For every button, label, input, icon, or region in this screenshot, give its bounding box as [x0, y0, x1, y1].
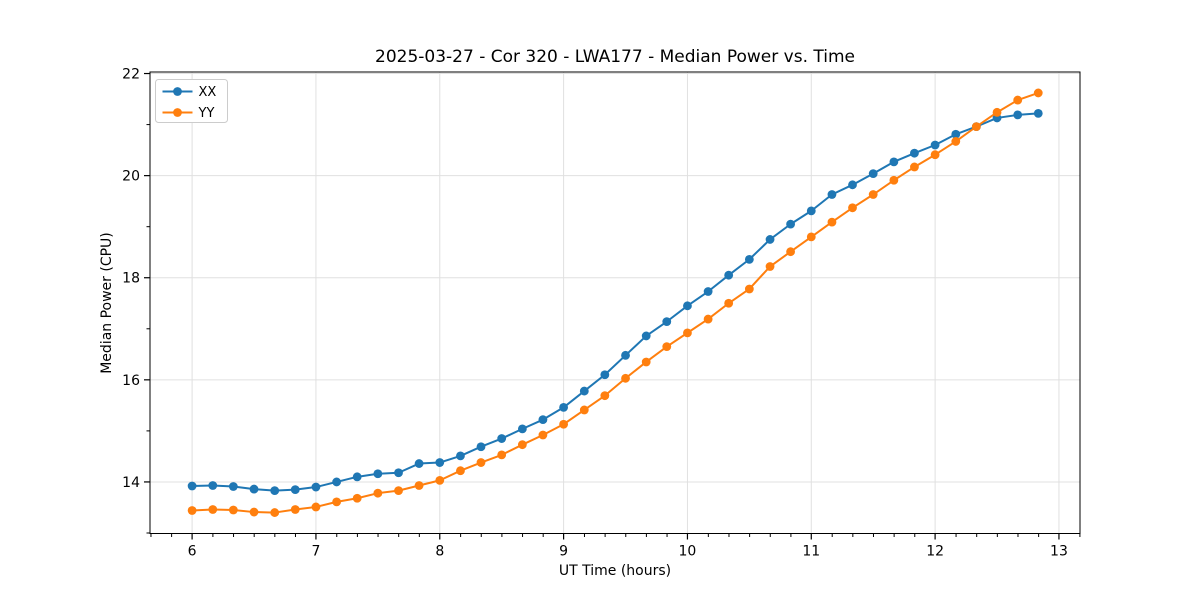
x-tick-label: 8 — [435, 544, 444, 560]
chart-title: 2025-03-27 - Cor 320 - LWA177 - Median P… — [375, 47, 855, 67]
y-tick-label: 14 — [122, 475, 140, 491]
y-tick-label: 20 — [122, 169, 140, 185]
x-tick-label: 9 — [559, 544, 568, 560]
x-tick-label: 7 — [311, 544, 320, 560]
legend-label-YY: YY — [198, 106, 215, 121]
y-tick-label: 22 — [122, 67, 140, 83]
series-YY — [187, 88, 1043, 517]
axis-ticks: 6 7 8 9 10 11 12 13 14 16 18 20 22 — [122, 67, 1081, 560]
x-tick-label: 6 — [188, 544, 197, 560]
legend-box: XX YY — [155, 79, 228, 123]
y-tick-label: 18 — [122, 271, 140, 287]
y-axis-label: Median Power (CPU) — [99, 232, 115, 374]
x-axis-label: UT Time (hours) — [558, 563, 672, 579]
x-tick-label: 10 — [679, 544, 697, 560]
x-tick-label: 11 — [802, 544, 820, 560]
plot-spines — [149, 71, 1081, 534]
y-tick-label: 16 — [122, 373, 140, 389]
series-XX — [187, 108, 1043, 496]
x-tick-label: 13 — [1050, 544, 1068, 560]
legend-label-XX: XX — [199, 85, 217, 100]
x-tick-label: 12 — [926, 544, 944, 560]
